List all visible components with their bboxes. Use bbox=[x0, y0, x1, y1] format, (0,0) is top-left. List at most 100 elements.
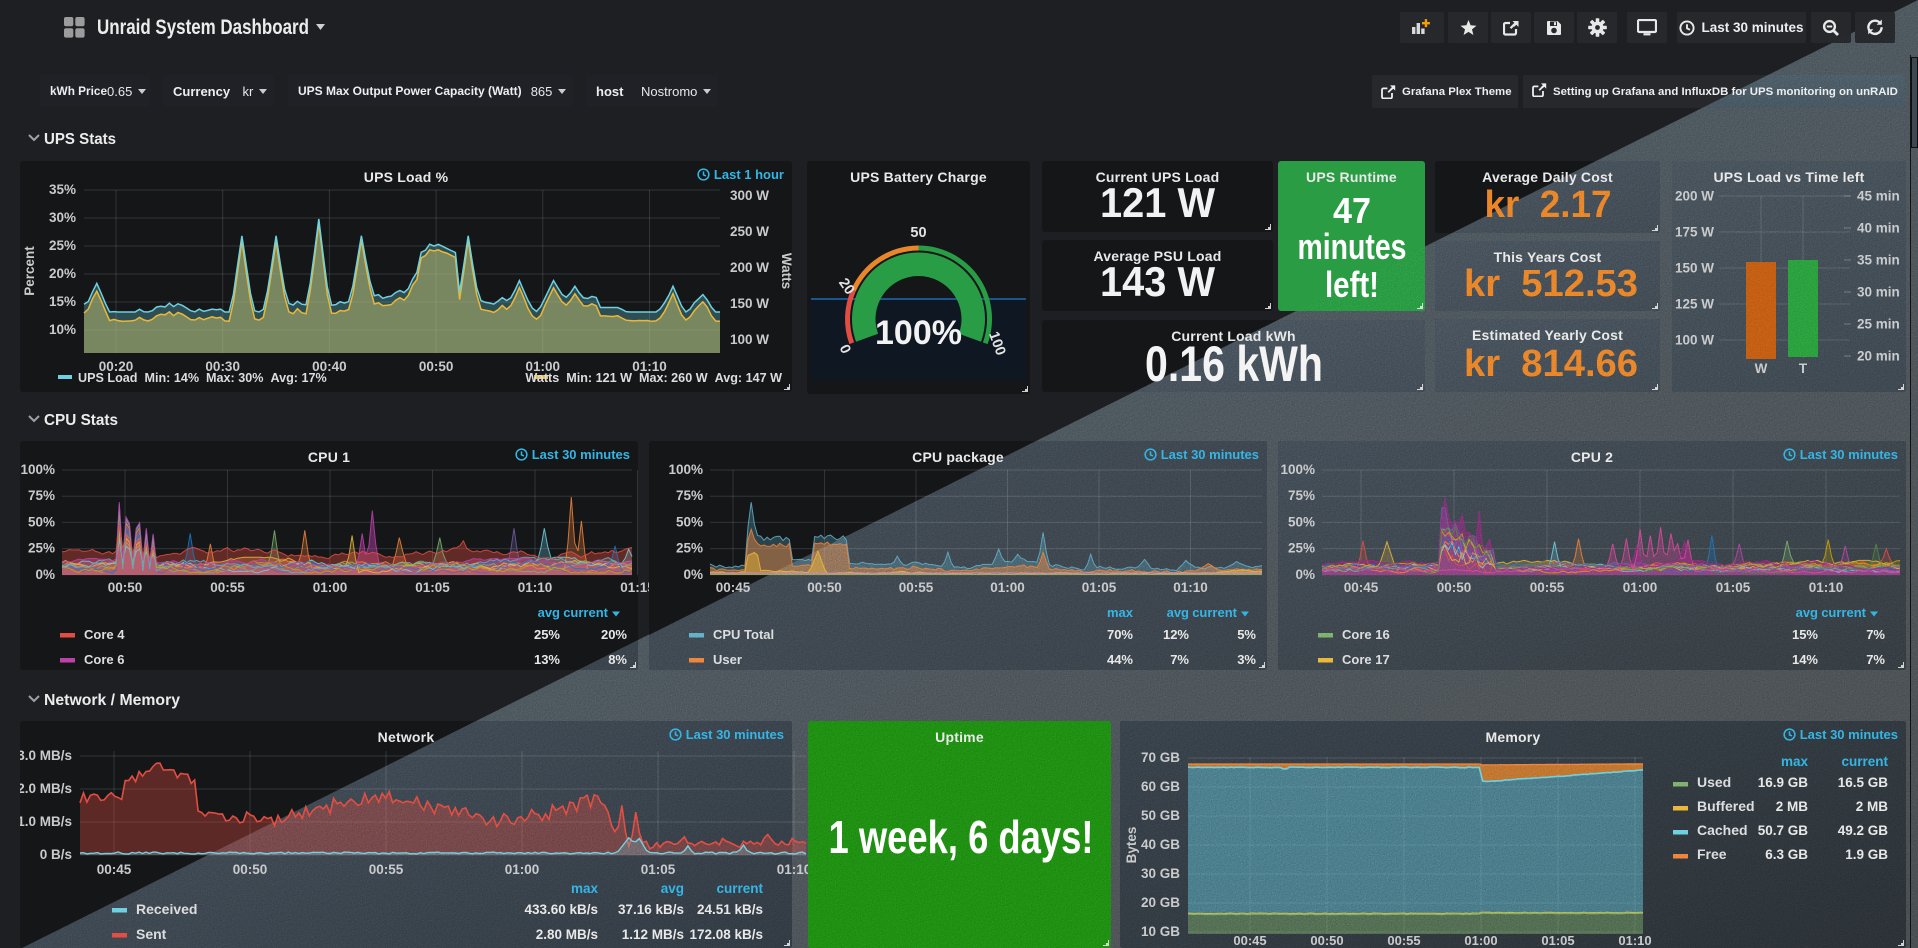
svg-text:50%: 50% bbox=[1288, 514, 1315, 529]
svg-text:avg: avg bbox=[1796, 605, 1818, 620]
svg-text:current: current bbox=[716, 881, 763, 896]
svg-text:T: T bbox=[1799, 361, 1808, 376]
svg-text:Core 4: Core 4 bbox=[84, 627, 125, 642]
svg-text:Received: Received bbox=[136, 901, 197, 917]
svg-text:Core 16: Core 16 bbox=[1342, 627, 1390, 642]
svg-text:13%: 13% bbox=[534, 652, 560, 667]
svg-text:01:00: 01:00 bbox=[505, 862, 540, 877]
svg-text:16.9 GB: 16.9 GB bbox=[1758, 775, 1809, 790]
svg-text:01:05: 01:05 bbox=[641, 862, 676, 877]
svg-text:Core 6: Core 6 bbox=[84, 652, 124, 667]
svg-text:5%: 5% bbox=[1237, 627, 1256, 642]
svg-text:14%: 14% bbox=[1792, 652, 1818, 667]
svg-text:1 week, 6 days!: 1 week, 6 days! bbox=[829, 811, 1094, 863]
svg-text:20%: 20% bbox=[601, 627, 627, 642]
svg-text:00:50: 00:50 bbox=[233, 862, 268, 877]
svg-text:100 W: 100 W bbox=[730, 332, 769, 347]
svg-text:75%: 75% bbox=[676, 488, 703, 503]
svg-text:00:50: 00:50 bbox=[807, 580, 842, 595]
svg-text:01:10: 01:10 bbox=[1618, 933, 1651, 948]
svg-text:avg: avg bbox=[538, 605, 560, 620]
svg-text:Watts: Watts bbox=[779, 253, 792, 289]
svg-text:00:45: 00:45 bbox=[97, 862, 132, 877]
svg-text:44%: 44% bbox=[1107, 652, 1133, 667]
svg-text:01:05: 01:05 bbox=[1082, 580, 1117, 595]
svg-text:175 W: 175 W bbox=[1675, 225, 1714, 240]
svg-text:1.9 GB: 1.9 GB bbox=[1845, 847, 1888, 862]
svg-text:Free: Free bbox=[1697, 846, 1727, 862]
svg-text:10%: 10% bbox=[49, 322, 76, 337]
svg-text:00:50: 00:50 bbox=[1310, 933, 1343, 948]
svg-text:avg: avg bbox=[661, 881, 684, 896]
svg-text:60 GB: 60 GB bbox=[1141, 779, 1180, 794]
svg-text:24.51 kB/s: 24.51 kB/s bbox=[697, 902, 763, 917]
svg-text:Bytes: Bytes bbox=[1124, 827, 1139, 864]
svg-text:15%: 15% bbox=[1792, 627, 1818, 642]
svg-text:7%: 7% bbox=[1866, 652, 1885, 667]
svg-text:7%: 7% bbox=[1170, 652, 1189, 667]
svg-text:1.12 MB/s: 1.12 MB/s bbox=[622, 927, 684, 942]
svg-text:Used: Used bbox=[1697, 774, 1731, 790]
svg-text:Network / Memory: Network / Memory bbox=[44, 692, 180, 709]
svg-text:3%: 3% bbox=[1237, 652, 1256, 667]
svg-text:30 GB: 30 GB bbox=[1141, 866, 1180, 881]
svg-text:left!: left! bbox=[1325, 264, 1379, 305]
svg-text:Unraid System Dashboard: Unraid System Dashboard bbox=[97, 16, 309, 39]
svg-text:16.5 GB: 16.5 GB bbox=[1838, 775, 1889, 790]
svg-text:12%: 12% bbox=[1163, 627, 1189, 642]
svg-text:30 min: 30 min bbox=[1857, 285, 1900, 300]
svg-text:172.08 kB/s: 172.08 kB/s bbox=[689, 927, 763, 942]
svg-text:30%: 30% bbox=[49, 210, 76, 225]
svg-text:125 W: 125 W bbox=[1675, 297, 1714, 312]
svg-text:01:00: 01:00 bbox=[1464, 933, 1497, 948]
svg-text:Watts Min: 121 W Max: 260 W: Watts Min: 121 W Max: 260 W Avg: 147 W bbox=[525, 371, 782, 385]
svg-text:max: max bbox=[1107, 605, 1134, 620]
svg-text:0%: 0% bbox=[683, 567, 703, 582]
svg-text:150 W: 150 W bbox=[1675, 261, 1714, 276]
svg-text:250 W: 250 W bbox=[730, 224, 769, 239]
svg-text:Buffered: Buffered bbox=[1697, 798, 1755, 814]
svg-text:00:45: 00:45 bbox=[1344, 580, 1379, 595]
svg-text:143 W: 143 W bbox=[1100, 258, 1215, 305]
svg-text:01:10: 01:10 bbox=[777, 862, 812, 877]
svg-text:100 W: 100 W bbox=[1675, 333, 1714, 348]
svg-text:00:50: 00:50 bbox=[1437, 580, 1472, 595]
svg-text:0%: 0% bbox=[35, 567, 55, 582]
svg-text:00:45: 00:45 bbox=[1233, 933, 1266, 948]
svg-text:UPS Load Min: 14% Max: 30%: UPS Load Min: 14% Max: 30% Avg: 17% bbox=[78, 371, 327, 385]
svg-text:2.0 MB/s: 2.0 MB/s bbox=[20, 781, 72, 796]
svg-text:W: W bbox=[1755, 361, 1768, 376]
svg-text:20 min: 20 min bbox=[1857, 349, 1900, 364]
svg-text:current: current bbox=[1821, 605, 1866, 620]
svg-text:25 min: 25 min bbox=[1857, 317, 1900, 332]
svg-text:max: max bbox=[1781, 754, 1809, 769]
svg-text:20 GB: 20 GB bbox=[1141, 895, 1180, 910]
svg-text:current: current bbox=[1192, 605, 1237, 620]
svg-text:75%: 75% bbox=[1288, 488, 1315, 503]
svg-text:00:50: 00:50 bbox=[108, 580, 143, 595]
svg-text:minutes: minutes bbox=[1298, 226, 1407, 267]
svg-text:01:05: 01:05 bbox=[415, 580, 450, 595]
svg-text:Core 17: Core 17 bbox=[1342, 652, 1390, 667]
svg-text:kr 2.17: kr 2.17 bbox=[1485, 184, 1612, 226]
svg-text:75%: 75% bbox=[28, 488, 55, 503]
svg-text:100%: 100% bbox=[875, 314, 962, 352]
svg-text:01:00: 01:00 bbox=[313, 580, 348, 595]
svg-text:15%: 15% bbox=[49, 294, 76, 309]
svg-text:200 W: 200 W bbox=[730, 260, 769, 275]
svg-text:47: 47 bbox=[1333, 190, 1371, 231]
svg-text:00:55: 00:55 bbox=[899, 580, 934, 595]
svg-text:121 W: 121 W bbox=[1100, 179, 1215, 226]
svg-text:01:10: 01:10 bbox=[518, 580, 553, 595]
svg-text:50.7 GB: 50.7 GB bbox=[1758, 823, 1809, 838]
svg-text:70%: 70% bbox=[1107, 627, 1133, 642]
svg-text:max: max bbox=[571, 881, 599, 896]
svg-text:25%: 25% bbox=[49, 238, 76, 253]
svg-text:CPU Stats: CPU Stats bbox=[44, 412, 118, 429]
svg-text:avg: avg bbox=[1167, 605, 1189, 620]
svg-text:50 GB: 50 GB bbox=[1141, 808, 1180, 823]
svg-text:00:45: 00:45 bbox=[716, 580, 751, 595]
svg-text:00:55: 00:55 bbox=[210, 580, 245, 595]
svg-text:kr 512.53: kr 512.53 bbox=[1464, 263, 1638, 305]
svg-text:25%: 25% bbox=[28, 541, 55, 556]
